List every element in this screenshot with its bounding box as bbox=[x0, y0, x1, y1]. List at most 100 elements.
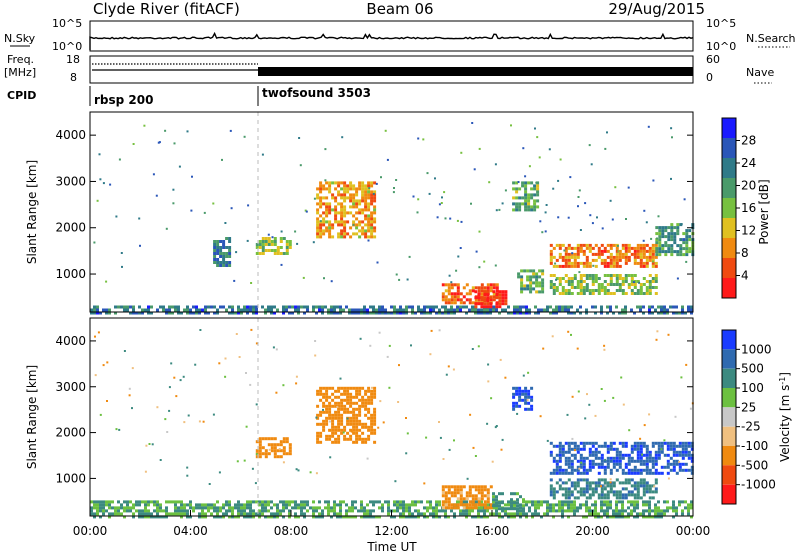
scatter-cell bbox=[246, 503, 249, 507]
scatter-cell bbox=[552, 456, 556, 460]
scatter-cell bbox=[309, 506, 312, 510]
scatter-cell bbox=[147, 509, 150, 513]
scatter-cell bbox=[255, 453, 258, 456]
scatter-cell bbox=[267, 437, 271, 441]
scatter-cell bbox=[322, 408, 324, 411]
scatter-cell bbox=[685, 241, 689, 245]
scatter-cell bbox=[552, 289, 556, 292]
scatter-cell bbox=[552, 509, 555, 513]
scatter-cell bbox=[278, 447, 281, 450]
scatter-cell bbox=[382, 421, 385, 424]
scatter-cell bbox=[352, 187, 356, 191]
scatter-cell bbox=[340, 431, 344, 435]
scatter-cell bbox=[422, 138, 425, 141]
scatter-cell bbox=[534, 311, 537, 315]
scatter-cell bbox=[441, 506, 445, 510]
scatter-cell bbox=[688, 238, 692, 242]
scatter-cell bbox=[555, 258, 559, 262]
scatter-cell bbox=[528, 506, 531, 510]
colorbar-swatch bbox=[722, 349, 736, 369]
scatter-cell bbox=[352, 214, 356, 218]
scatter-cell bbox=[288, 240, 292, 243]
scatter-cell bbox=[444, 217, 447, 220]
scatter-cell bbox=[370, 217, 374, 221]
scatter-cell bbox=[513, 305, 516, 309]
scatter-cell bbox=[334, 205, 338, 209]
scatter-cell bbox=[549, 471, 553, 475]
scatter-cell bbox=[336, 503, 339, 507]
scatter-cell bbox=[252, 512, 255, 516]
scatter-cell bbox=[414, 503, 417, 507]
scatter-cell bbox=[645, 456, 649, 460]
scatter-cell bbox=[447, 301, 451, 305]
scatter-cell bbox=[684, 311, 687, 315]
scatter-cell bbox=[237, 311, 240, 315]
scatter-cell bbox=[624, 465, 628, 469]
scatter-cell bbox=[533, 193, 537, 197]
scatter-cell bbox=[315, 509, 318, 513]
scatter-cell bbox=[660, 465, 664, 469]
scatter-cell bbox=[494, 163, 497, 166]
scatter-cell bbox=[527, 205, 531, 209]
scatter-cell bbox=[520, 281, 524, 285]
scatter-cell bbox=[432, 512, 435, 516]
scatter-cell bbox=[594, 447, 598, 451]
scatter-cell bbox=[346, 220, 350, 224]
scatter-cell bbox=[600, 252, 604, 256]
scatter-cell bbox=[648, 286, 652, 289]
scatter-cell bbox=[690, 311, 693, 315]
scatter-cell bbox=[414, 509, 417, 513]
scatter-cell bbox=[348, 308, 351, 312]
scatter-cell bbox=[393, 187, 395, 189]
scatter-cell bbox=[340, 419, 344, 423]
scatter-cell bbox=[567, 311, 570, 315]
scatter-cell bbox=[546, 512, 549, 516]
scatter-cell bbox=[207, 311, 210, 315]
scatter-cell bbox=[585, 496, 589, 500]
scatter-cell bbox=[90, 506, 93, 510]
scatter-cell bbox=[571, 252, 574, 255]
scatter-cell bbox=[387, 503, 390, 507]
scatter-cell bbox=[523, 284, 527, 288]
scatter-cell bbox=[198, 515, 201, 519]
scatter-cell bbox=[489, 311, 492, 315]
scatter-cell bbox=[96, 311, 99, 315]
scatter-cell bbox=[96, 500, 99, 504]
scatter-cell bbox=[603, 274, 607, 277]
scatter-cell bbox=[282, 449, 286, 453]
scatter-cell bbox=[510, 501, 513, 505]
scatter-cell bbox=[591, 292, 595, 295]
scatter-cell bbox=[447, 298, 451, 302]
scatter-cell bbox=[504, 512, 507, 516]
scatter-cell bbox=[105, 311, 108, 315]
scatter-cell bbox=[327, 311, 330, 315]
scatter-cell bbox=[204, 308, 207, 312]
scatter-cell bbox=[567, 478, 571, 482]
colorbar-swatch bbox=[722, 158, 736, 178]
scatter-cell bbox=[573, 496, 577, 500]
scatter-cell bbox=[267, 452, 271, 456]
colorbar-swatch bbox=[722, 368, 736, 388]
scatter-cell bbox=[606, 484, 610, 488]
scatter-cell bbox=[504, 302, 508, 306]
scatter-cell bbox=[282, 237, 286, 240]
scatter-cell bbox=[361, 211, 365, 215]
scatter-cell bbox=[471, 500, 475, 504]
scatter-cell bbox=[639, 249, 643, 253]
scatter-cell bbox=[507, 507, 510, 511]
scatter-cell bbox=[414, 311, 417, 315]
scatter-cell bbox=[285, 452, 289, 456]
scatter-cell bbox=[408, 512, 411, 516]
scatter-cell bbox=[340, 404, 344, 408]
scatter-cell bbox=[204, 311, 207, 315]
scatter-cell bbox=[300, 500, 303, 504]
scatter-cell bbox=[156, 512, 159, 516]
scatter-cell bbox=[355, 401, 359, 405]
scatter-cell bbox=[325, 416, 329, 420]
scatter-cell bbox=[477, 500, 481, 504]
scatter-cell bbox=[228, 249, 232, 252]
velocity-colorbar-label: Velocity [m s-1] bbox=[778, 372, 793, 462]
scatter-cell bbox=[663, 308, 666, 312]
scatter-cell bbox=[171, 311, 174, 315]
scatter-cell bbox=[340, 205, 344, 209]
